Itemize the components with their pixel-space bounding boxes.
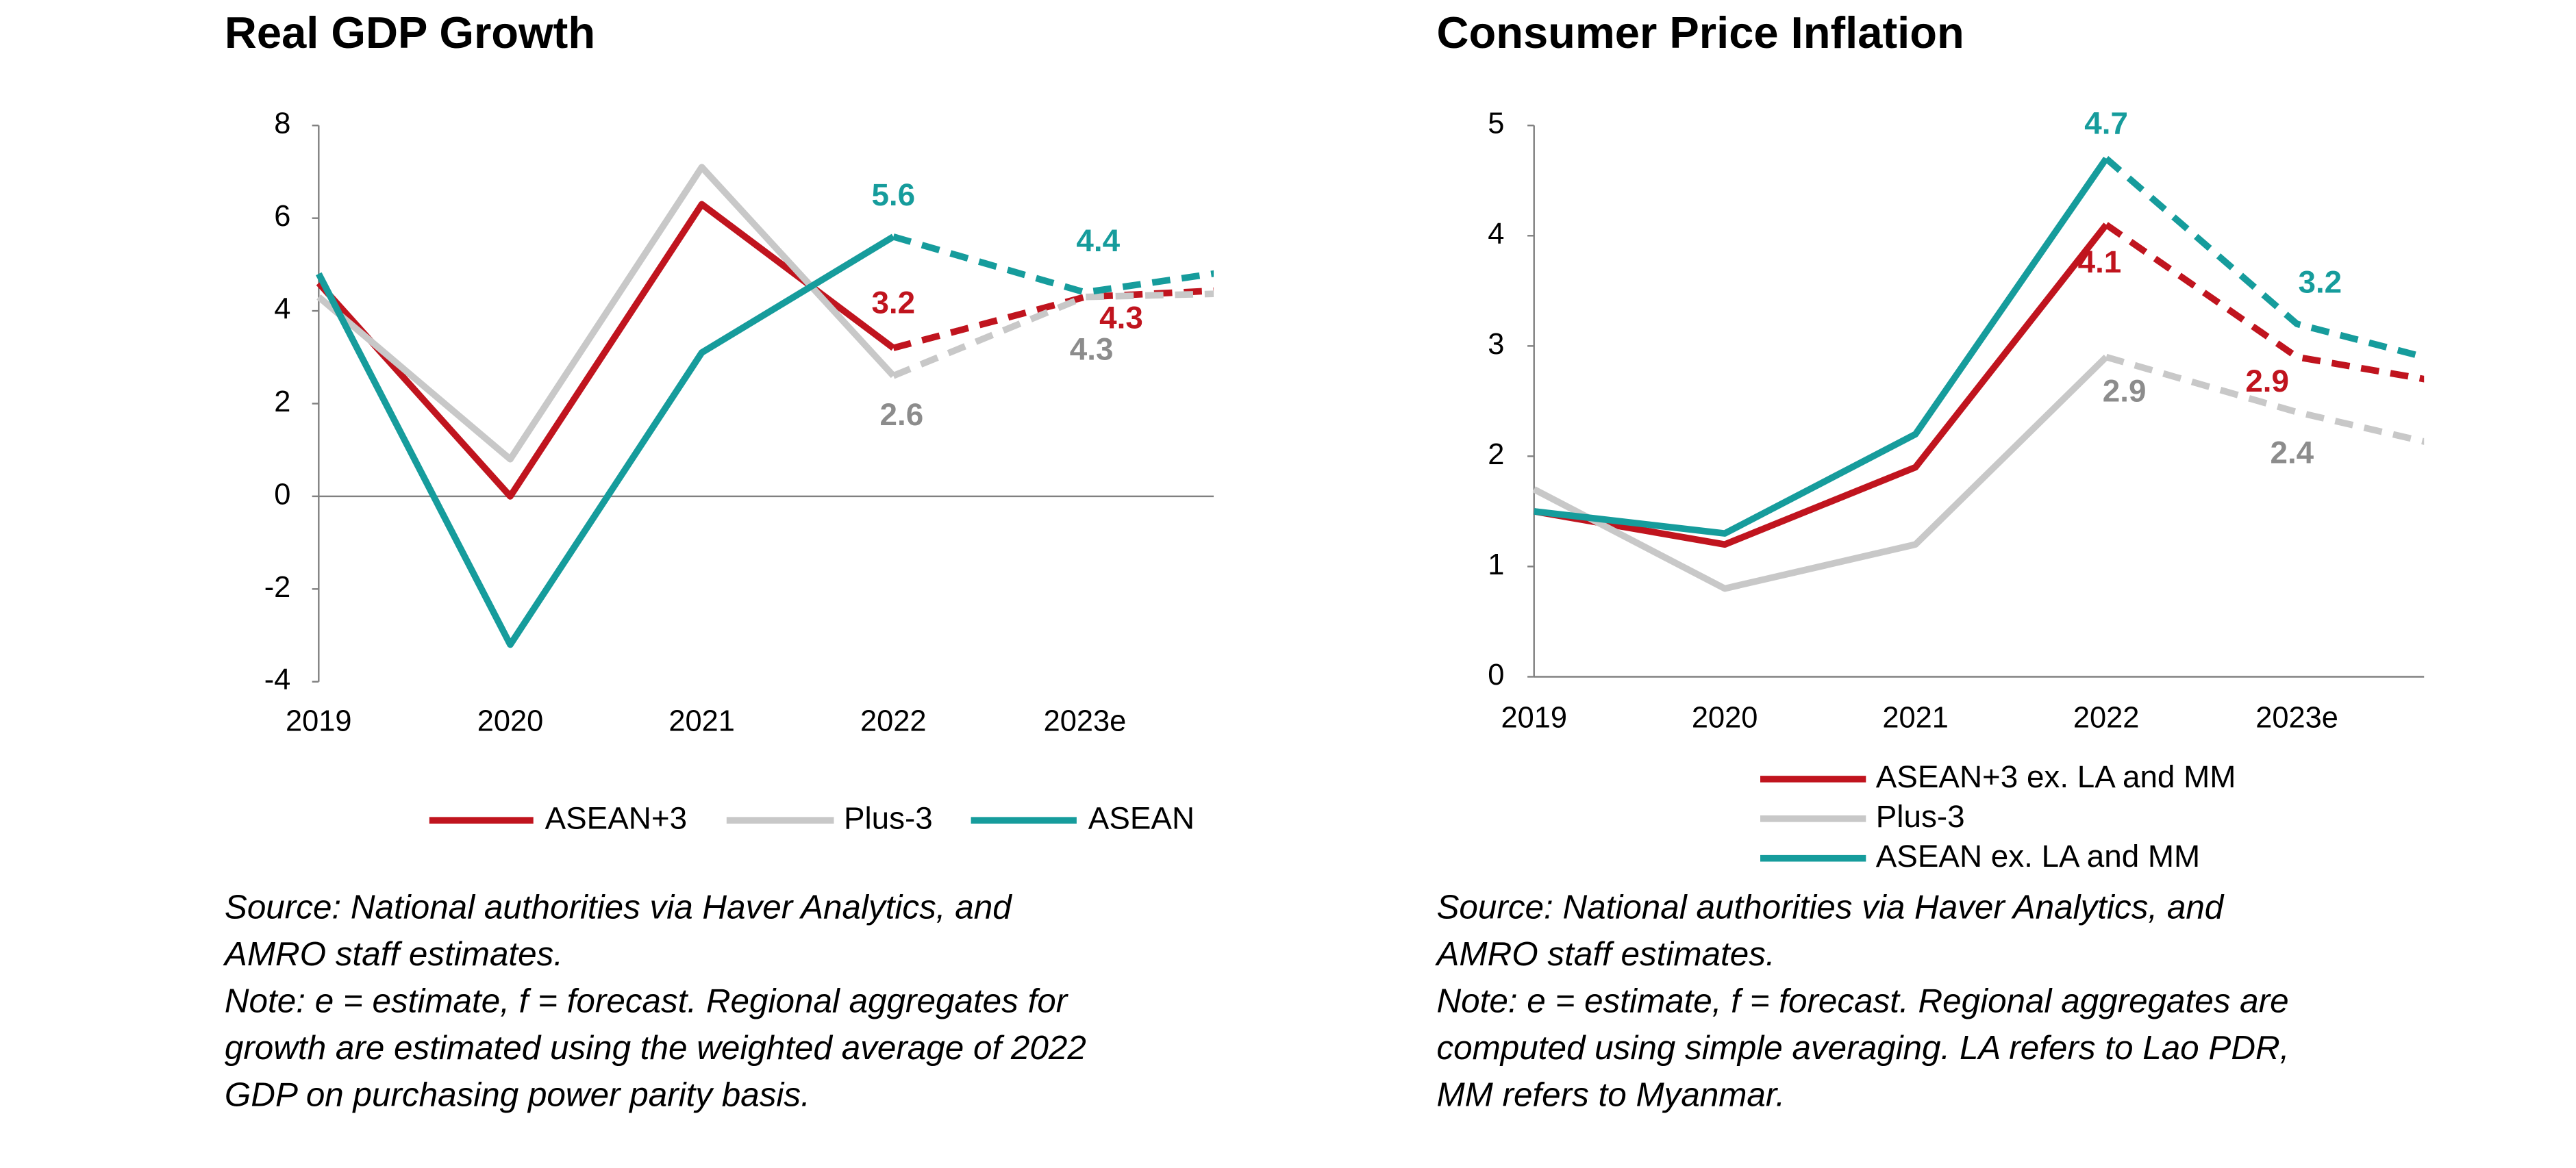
forecast-line <box>892 287 1214 351</box>
y-tick-label: 4 <box>274 293 290 326</box>
x-tick-label: 2019 <box>286 704 352 737</box>
note-line: MM refers to Myanmar. <box>1436 1076 1785 1113</box>
y-tick-label: 6 <box>274 200 290 233</box>
series-line <box>316 233 895 648</box>
x-tick-label: 2022 <box>860 704 927 737</box>
legend-label: ASEAN <box>1088 800 1195 835</box>
y-tick-label: 4 <box>1488 218 1504 251</box>
note-line: computed using simple averaging. LA refe… <box>1436 1029 2289 1067</box>
data-label: 2.9 <box>2245 364 2289 398</box>
data-label: 3.2 <box>871 285 915 320</box>
data-label: 2.4 <box>2270 435 2314 470</box>
note-line: Source: National authorities via Haver A… <box>225 888 1012 926</box>
note-line: AMRO staff estimates. <box>1434 935 1775 973</box>
y-tick-label: 3 <box>1488 328 1504 361</box>
y-tick-label: 0 <box>1488 659 1504 691</box>
forecast-line <box>2104 222 2425 383</box>
note-line: Note: e = estimate, f = forecast. Region… <box>225 982 1069 1019</box>
legend-label: ASEAN+3 <box>545 800 687 835</box>
forecast-line <box>892 290 1214 379</box>
legend-label: Plus-3 <box>844 800 933 835</box>
note-line: AMRO staff estimates. <box>223 935 563 973</box>
x-tick-label: 2020 <box>1692 702 1758 735</box>
legend-label: Plus-3 <box>1876 799 1965 834</box>
chart-title: Consumer Price Inflation <box>1436 8 1964 58</box>
x-tick-label: 2021 <box>668 704 735 737</box>
note-line: growth are estimated using the weighted … <box>225 1029 1086 1067</box>
data-label: 2.9 <box>2103 374 2147 409</box>
data-label: 4.4 <box>1076 223 1120 258</box>
series-line <box>1533 223 2109 548</box>
legend-label: ASEAN+3 ex. LA and MM <box>1876 759 2236 794</box>
note-line: Source: National authorities via Haver A… <box>1436 888 2224 926</box>
y-tick-label: 0 <box>274 478 290 511</box>
y-tick-label: -2 <box>264 571 291 604</box>
x-tick-label: 2021 <box>1882 702 1949 735</box>
y-tick-label: 2 <box>274 385 290 418</box>
y-tick-label: 2 <box>1488 438 1504 471</box>
legend-label: ASEAN ex. LA and MM <box>1876 839 2200 874</box>
data-label: 4.1 <box>2078 244 2122 279</box>
chart-title: Real GDP Growth <box>225 8 595 58</box>
data-label: 5.6 <box>871 177 915 212</box>
x-tick-label: 2023e <box>2255 702 2338 735</box>
series-line <box>316 164 896 463</box>
forecast-line <box>892 233 1214 296</box>
chart: Real GDP Growth -4 -2 0 2 4 6 8 2019 2020 2021 2022… <box>223 8 1214 1113</box>
forecast-line <box>2103 155 2425 361</box>
data-label: 2.6 <box>880 397 924 432</box>
series-line <box>316 201 896 500</box>
y-tick-label: 8 <box>274 107 290 140</box>
chart: Consumer Price Inflation 0 1 2 3 4 5 2019 2020 20… <box>1434 8 2425 1113</box>
plot-area <box>1532 155 2425 592</box>
plot-area <box>316 164 1214 648</box>
x-tick-label: 2020 <box>477 704 544 737</box>
series-line <box>1532 355 2109 592</box>
y-tick-label: 5 <box>1488 107 1504 140</box>
y-tick-label: 1 <box>1488 548 1504 581</box>
data-label: 4.3 <box>1070 331 1114 366</box>
note-line: GDP on purchasing power parity basis. <box>225 1076 810 1113</box>
x-tick-label: 2019 <box>1501 702 1567 735</box>
x-tick-label: 2023e <box>1044 704 1127 737</box>
note-line: Note: e = estimate, f = forecast. Region… <box>1436 982 2288 1019</box>
data-label: 4.3 <box>1099 301 1143 335</box>
data-label: 3.2 <box>2298 264 2342 299</box>
forecast-line <box>2105 353 2425 445</box>
y-tick-label: -4 <box>264 663 291 696</box>
data-label: 4.7 <box>2084 105 2128 140</box>
x-tick-label: 2022 <box>2073 702 2140 735</box>
series-line <box>1534 156 2110 537</box>
